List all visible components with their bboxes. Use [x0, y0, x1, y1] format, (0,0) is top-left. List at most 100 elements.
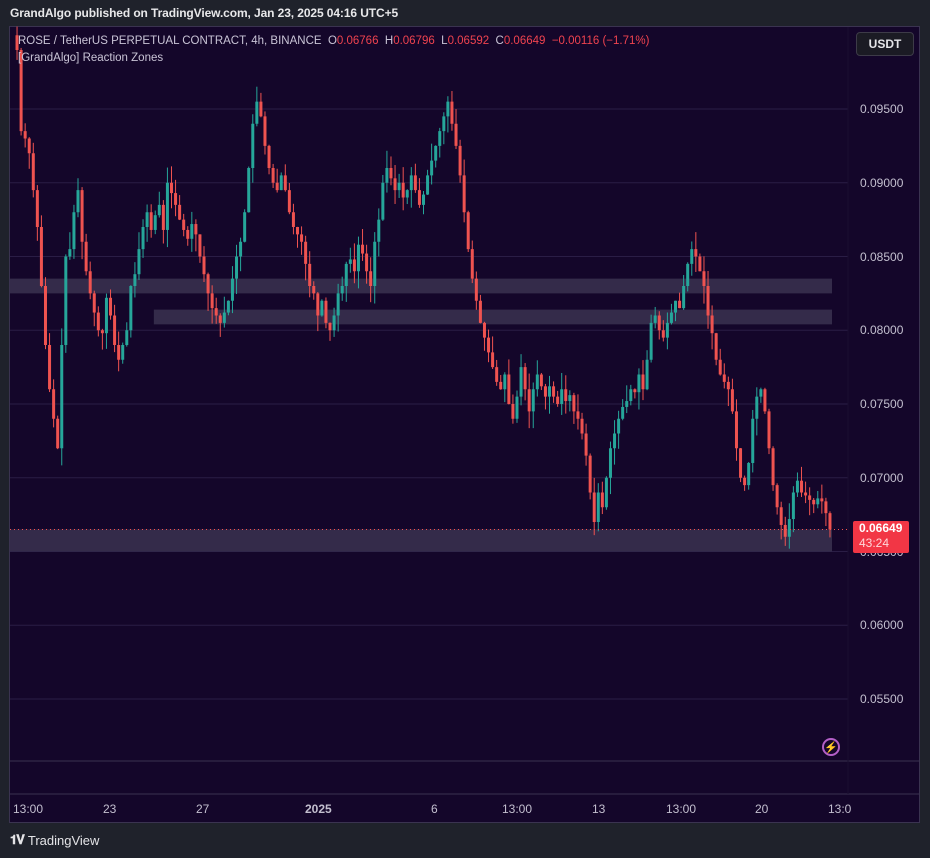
- price-tick-label: 0.09000: [860, 175, 904, 190]
- candle-body: [478, 300, 482, 323]
- candle-body: [64, 256, 68, 345]
- candle-body: [259, 101, 263, 117]
- tradingview-brand[interactable]: 𝟏𝐕 TradingView: [10, 832, 99, 848]
- candle-body: [608, 448, 612, 478]
- candle-body: [300, 234, 304, 242]
- candle-body: [344, 263, 348, 286]
- candle-body: [730, 389, 734, 412]
- candle-body: [531, 389, 535, 412]
- candle-body: [239, 241, 243, 257]
- candle-body: [726, 381, 730, 390]
- candle-body: [104, 297, 108, 334]
- candle-body: [39, 227, 43, 286]
- candle-body: [283, 175, 287, 191]
- candle-body: [117, 345, 121, 360]
- candle-body: [393, 178, 397, 191]
- candle-body: [808, 495, 812, 500]
- price-tick-label: 0.05500: [860, 692, 904, 706]
- candle-body: [739, 448, 743, 478]
- candle-body: [812, 499, 816, 505]
- candle-body: [210, 293, 214, 309]
- candle-body: [669, 312, 673, 323]
- candle-body: [389, 168, 393, 179]
- candle-body: [133, 274, 137, 286]
- candle-body: [718, 359, 722, 375]
- candle-body: [596, 492, 600, 522]
- candle-body: [214, 308, 218, 316]
- candle-body: [539, 374, 543, 387]
- candle-body: [190, 224, 194, 239]
- candle-body: [271, 168, 275, 183]
- time-tick-label: 20: [755, 802, 769, 816]
- candle-body: [747, 463, 751, 486]
- candle-body: [235, 256, 239, 279]
- brand-label: TradingView: [27, 832, 100, 848]
- candle-body: [722, 374, 726, 382]
- symbol-legend: ROSE / TetherUS PERPETUAL CONTRACT, 4h, …: [18, 35, 649, 47]
- candle-body: [27, 138, 31, 154]
- candle-body: [787, 519, 791, 537]
- candle-body: [76, 190, 80, 213]
- candle-body: [625, 401, 629, 407]
- candle-body: [800, 480, 804, 493]
- candle-body: [31, 153, 35, 191]
- candle-body: [320, 300, 324, 316]
- time-tick-label: 2025: [305, 802, 332, 816]
- price-tick-label: 0.08500: [860, 249, 904, 264]
- candle-body: [686, 263, 690, 286]
- candle-body: [417, 190, 421, 205]
- candle-body: [336, 293, 340, 316]
- candle-body: [637, 374, 641, 393]
- candle-body: [121, 345, 125, 360]
- candle-body: [674, 300, 678, 313]
- candle-body: [230, 278, 234, 301]
- candle-body: [816, 498, 820, 505]
- candle-body: [698, 256, 702, 272]
- time-tick-label: 6: [431, 802, 438, 816]
- candle-body: [145, 212, 149, 227]
- candle-body: [352, 259, 356, 272]
- tradingview-logo-icon: 𝟏𝐕: [10, 832, 25, 847]
- candle-body: [795, 480, 799, 493]
- candle-body: [141, 227, 145, 250]
- candle-body: [661, 330, 665, 338]
- price-tick-label: 0.08000: [860, 323, 904, 338]
- candle-body: [543, 386, 547, 397]
- candle-body: [373, 241, 377, 286]
- time-tick-label: 27: [196, 802, 210, 816]
- candle-body: [759, 389, 763, 397]
- currency-button[interactable]: USDT: [856, 32, 914, 56]
- candle-body: [422, 194, 425, 205]
- indicator-legend[interactable]: [GrandAlgo] Reaction Zones: [18, 52, 164, 64]
- low-label: L: [441, 35, 448, 47]
- candle-body: [694, 249, 698, 257]
- candle-body: [361, 244, 365, 254]
- candle-body: [405, 190, 409, 198]
- candle-body: [218, 315, 222, 323]
- time-tick-label: 13:00: [13, 802, 44, 816]
- candle-body: [438, 131, 442, 146]
- candle-body: [572, 395, 576, 412]
- candle-body: [92, 293, 96, 313]
- candle-body: [519, 367, 523, 397]
- reaction-zone: [10, 278, 832, 294]
- candle-body: [340, 286, 344, 294]
- candle-body: [109, 297, 113, 316]
- lightning-icon[interactable]: ⚡: [822, 738, 840, 756]
- candle-body: [775, 485, 779, 508]
- candle-body: [604, 477, 608, 508]
- candle-body: [84, 241, 88, 272]
- candle-body: [649, 322, 653, 360]
- candle-body: [426, 175, 430, 195]
- candle-body: [206, 274, 210, 294]
- candle-body: [503, 374, 507, 390]
- time-tick-label: 13: [592, 802, 606, 816]
- candle-body: [381, 182, 385, 220]
- candle-body: [584, 433, 588, 456]
- candle-body: [413, 175, 417, 191]
- candle-body: [767, 411, 771, 449]
- candle-body: [434, 145, 438, 161]
- candle-body: [328, 322, 332, 331]
- candle-body: [548, 386, 552, 397]
